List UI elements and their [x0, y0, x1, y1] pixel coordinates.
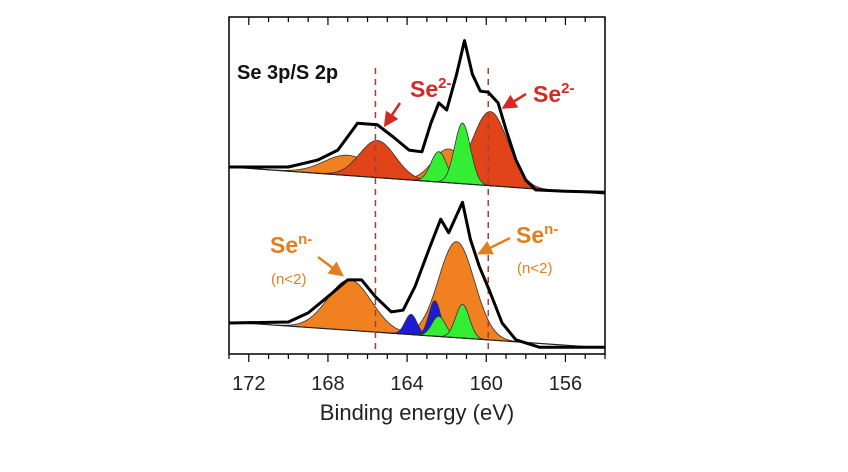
- x-tick-label: 164: [390, 373, 423, 395]
- svg-text:Sen-: Sen-: [516, 221, 558, 248]
- reference-lines: [374, 68, 489, 354]
- annotation-sup: 2-: [438, 75, 451, 92]
- measured-spectrum-top: [229, 39, 606, 194]
- panel-title: Se 3p/S 2p: [237, 62, 338, 84]
- annotation-se2-right: Se2-: [501, 80, 574, 109]
- annotation-base: Se: [516, 222, 544, 248]
- measured-spectra: [228, 39, 606, 349]
- x-axis-ticks: [228, 17, 606, 362]
- annotation-base: Se: [410, 76, 438, 102]
- annotation-sup: n-: [544, 221, 558, 238]
- annotation-sup: n-: [298, 231, 312, 248]
- plot-frame: [228, 16, 606, 355]
- arrow-icon: [477, 236, 511, 255]
- annotation-sen-left: Sen- (n<2): [270, 231, 344, 288]
- x-tick-label: 172: [232, 373, 265, 395]
- annotation-sub: (n<2): [271, 271, 306, 288]
- x-axis-label: Binding energy (eV): [320, 400, 514, 425]
- x-tick-label: 156: [549, 373, 582, 395]
- annotation-base: Se: [533, 81, 561, 107]
- x-tick-label: 168: [311, 373, 344, 395]
- svg-text:Sen-: Sen-: [270, 231, 312, 258]
- fit-baseline: [228, 321, 606, 349]
- x-tick-label: 160: [470, 373, 503, 395]
- fit-components: [228, 111, 606, 349]
- arrow-icon: [501, 92, 527, 109]
- annotation-sub: (n<2): [517, 260, 552, 277]
- annotation-base: Se: [270, 232, 298, 258]
- measured-spectrum-bottom: [228, 200, 605, 349]
- arrow-icon: [383, 102, 402, 128]
- annotation-sup: 2-: [561, 80, 574, 97]
- annotation-sen-right: Sen- (n<2): [477, 221, 558, 277]
- arrow-icon: [317, 256, 344, 277]
- svg-text:Se2-: Se2-: [410, 75, 451, 102]
- x-axis-tick-labels: 172 168 164 160 156: [232, 373, 582, 395]
- svg-text:Se2-: Se2-: [533, 80, 574, 107]
- annotation-se2-left: Se2-: [383, 75, 451, 128]
